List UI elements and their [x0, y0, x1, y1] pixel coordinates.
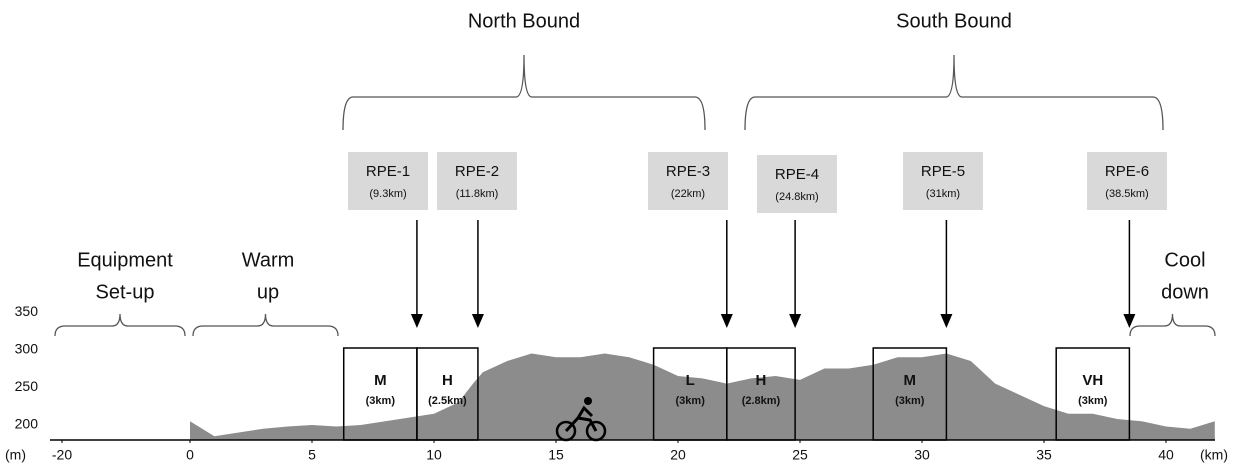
rpe-arrowhead	[940, 314, 953, 328]
phase-brace	[1129, 313, 1216, 337]
x-tick-label: 35	[1036, 447, 1052, 463]
x-tick-label: 30	[914, 447, 930, 463]
phase-label: Cool	[1164, 249, 1205, 271]
rpe-box	[348, 152, 428, 210]
rpe-box	[437, 152, 517, 210]
rpe-label: RPE-4	[775, 166, 819, 183]
interval-intensity: VH	[1082, 372, 1103, 389]
rpe-arrowhead	[720, 314, 733, 328]
rpe-arrowhead	[789, 314, 802, 328]
rpe-arrowhead	[471, 314, 484, 328]
bike-frame	[564, 405, 598, 433]
rpe-box	[757, 155, 837, 213]
x-tick-label: 40	[1158, 447, 1174, 463]
interval-length: (3km)	[366, 395, 396, 407]
direction-brace	[744, 54, 1164, 131]
y-tick-label: 250	[15, 378, 39, 394]
x-unit: (km)	[1200, 447, 1228, 463]
direction-label: South Bound	[896, 10, 1012, 32]
phase-label: Equipment	[77, 249, 173, 271]
x-tick-label: 15	[548, 447, 564, 463]
x-tick-label: 10	[426, 447, 442, 463]
bike-wheel	[555, 420, 577, 442]
rpe-distance: (9.3km)	[369, 188, 406, 200]
interval-length: (3km)	[676, 395, 706, 407]
rpe-arrowhead	[1123, 314, 1136, 328]
interval-length: (2.8km)	[742, 395, 781, 407]
interval-box	[416, 347, 479, 441]
rpe-label: RPE-5	[921, 163, 965, 180]
interval-length: (3km)	[1078, 395, 1108, 407]
x-tick-label: -20	[52, 447, 72, 463]
rpe-arrowhead	[410, 314, 423, 328]
phase-label: down	[1161, 281, 1209, 303]
rpe-box	[1087, 152, 1167, 210]
x-tick-label: 20	[670, 447, 686, 463]
rpe-label: RPE-6	[1105, 163, 1149, 180]
interval-intensity: M	[904, 372, 917, 389]
direction-brace	[342, 54, 706, 131]
interval-intensity: L	[686, 372, 695, 389]
y-unit: (m)	[5, 447, 26, 463]
interval-box	[726, 347, 796, 441]
x-tick-label: 25	[792, 447, 808, 463]
interval-box	[872, 347, 948, 441]
bike-wheel	[585, 420, 607, 442]
rpe-distance: (24.8km)	[775, 191, 818, 203]
rpe-box	[903, 152, 983, 210]
bike-rider-head	[584, 397, 592, 405]
interval-length: (2.5km)	[428, 395, 467, 407]
interval-box	[1055, 347, 1131, 441]
rpe-distance: (38.5km)	[1105, 188, 1148, 200]
phase-label: Set-up	[96, 281, 155, 303]
x-tick-label: 0	[186, 447, 194, 463]
interval-intensity: H	[442, 372, 453, 389]
interval-length: (3km)	[895, 395, 925, 407]
rpe-label: RPE-1	[366, 163, 410, 180]
phase-label: up	[257, 281, 279, 303]
y-tick-label: 200	[15, 416, 39, 432]
elevation-profile	[190, 353, 1215, 440]
rpe-distance: (31km)	[926, 188, 960, 200]
phase-brace	[192, 313, 339, 337]
phase-brace	[54, 313, 186, 337]
rpe-box	[648, 152, 728, 210]
direction-label: North Bound	[468, 10, 580, 32]
phase-label: Warm	[242, 249, 295, 271]
y-tick-label: 300	[15, 340, 39, 356]
x-tick-label: 5	[308, 447, 316, 463]
rpe-distance: (11.8km)	[456, 188, 499, 200]
interval-intensity: M	[374, 372, 387, 389]
interval-intensity: H	[756, 372, 767, 389]
rpe-label: RPE-2	[455, 163, 499, 180]
rpe-label: RPE-3	[666, 163, 710, 180]
y-tick-label: 350	[15, 303, 39, 319]
rpe-distance: (22km)	[671, 188, 705, 200]
